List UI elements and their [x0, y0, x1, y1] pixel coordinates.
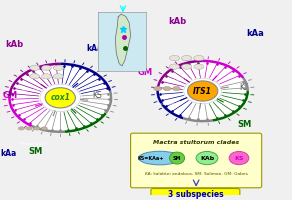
Text: kAa: kAa [1, 149, 17, 158]
Text: kAb: kAb [168, 17, 186, 26]
Text: Mactra stultorum clades: Mactra stultorum clades [153, 140, 239, 145]
Circle shape [45, 88, 75, 108]
Text: GM: GM [137, 68, 152, 77]
Text: kAa: kAa [246, 29, 264, 38]
Text: cox1: cox1 [50, 93, 70, 102]
Ellipse shape [196, 151, 218, 165]
Circle shape [184, 78, 222, 104]
Text: KS: KS [234, 156, 244, 161]
Text: KS: KS [92, 91, 102, 100]
Ellipse shape [170, 152, 185, 164]
Text: SM: SM [28, 147, 43, 156]
Circle shape [187, 81, 218, 101]
Circle shape [40, 84, 81, 111]
Text: KS=KAa+: KS=KAa+ [137, 156, 164, 161]
Text: 3 subspecies: 3 subspecies [168, 190, 223, 199]
Text: SM: SM [238, 120, 252, 129]
Text: GM: GM [3, 91, 18, 100]
FancyBboxPatch shape [151, 189, 240, 200]
Text: ITS1: ITS1 [193, 87, 212, 96]
Ellipse shape [229, 151, 249, 165]
Circle shape [156, 60, 249, 122]
Circle shape [8, 63, 113, 133]
Text: KAb: KAb [200, 156, 214, 161]
FancyBboxPatch shape [131, 133, 262, 188]
Text: kAa: kAa [86, 44, 103, 53]
Text: kAb: kAb [5, 40, 23, 49]
Text: KA: kalabtei andalous, SM: Soliman, GM: Gabes: KA: kalabtei andalous, SM: Soliman, GM: … [145, 172, 248, 176]
Ellipse shape [139, 151, 181, 165]
Text: KS: KS [239, 83, 249, 92]
Text: SM: SM [173, 156, 181, 161]
